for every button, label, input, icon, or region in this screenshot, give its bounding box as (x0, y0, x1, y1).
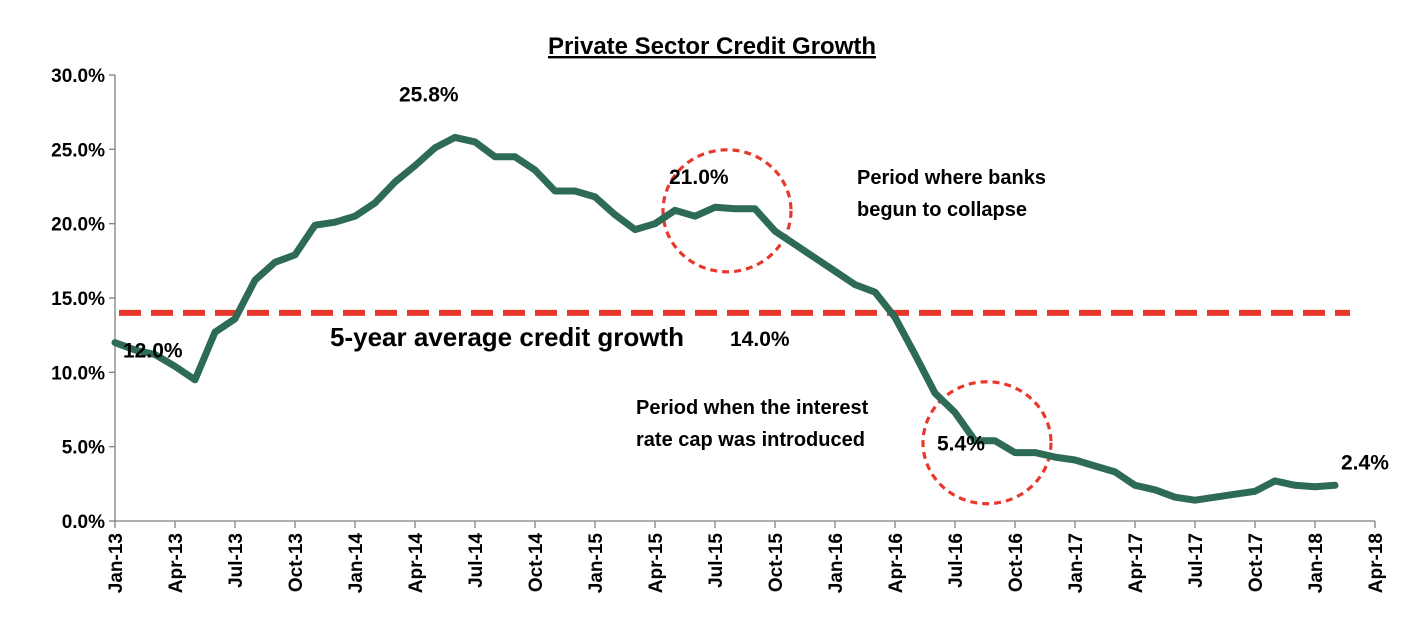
y-tick-label: 25.0% (51, 140, 105, 161)
x-tick-label: Jan-18 (1306, 533, 1327, 593)
x-tick-label: Jul-17 (1186, 533, 1207, 588)
x-tick-label: Oct-15 (766, 533, 787, 593)
x-tick-label: Apr-17 (1126, 533, 1147, 593)
x-tick-label: Apr-16 (886, 533, 907, 593)
x-tick-label: Apr-18 (1366, 533, 1387, 593)
data-label: 25.8% (399, 83, 459, 106)
annotation-line: Period where banks (857, 167, 1046, 189)
x-tick-label: Jan-17 (1066, 533, 1087, 593)
y-tick-label: 0.0% (62, 512, 105, 533)
average-line-value-label: 14.0% (730, 328, 790, 351)
y-tick-label: 5.0% (62, 438, 105, 459)
data-label: 2.4% (1341, 451, 1389, 474)
highlight-circle (921, 380, 1053, 506)
y-tick-label: 30.0% (51, 66, 105, 87)
x-tick-label: Jul-16 (946, 533, 967, 588)
x-axis-tick-labels: Jan-13 Apr-13 Jul-13 Oct-13 Jan-14 Apr-14 Jul-… (106, 533, 1387, 594)
x-tick-label: Apr-15 (646, 533, 667, 594)
data-labels: 12.0% 25.8% 21.0% 5.4% 2.4% (123, 83, 1389, 474)
average-line-group: 5-year average credit growth 14.0% (119, 309, 1350, 352)
x-tick-label: Oct-14 (526, 533, 547, 593)
x-tick-label: Jul-14 (466, 533, 487, 588)
y-tick-label: 10.0% (51, 363, 105, 384)
data-label: 12.0% (123, 340, 183, 363)
annotation-line: Period when the interest (636, 397, 869, 419)
x-tick-label: Jan-14 (346, 533, 367, 594)
highlight-circle (661, 148, 793, 274)
highlight-circles (661, 148, 1053, 506)
x-tick-label: Apr-14 (406, 533, 427, 594)
y-tick-label: 20.0% (51, 215, 105, 236)
annotation-line: begun to collapse (857, 199, 1027, 221)
x-tick-label: Jan-13 (106, 533, 127, 593)
annotation-line: rate cap was introduced (636, 429, 865, 451)
data-label: 5.4% (937, 433, 985, 456)
data-label: 21.0% (669, 166, 729, 189)
x-tick-label: Jul-15 (706, 533, 727, 588)
series-group (111, 133, 1339, 504)
series-line (111, 133, 1339, 504)
axes (109, 74, 1376, 528)
x-tick-label: Jul-13 (226, 533, 247, 588)
x-tick-label: Jan-16 (826, 533, 847, 593)
y-tick-label: 15.0% (51, 289, 105, 310)
y-axis-tick-labels: 0.0% 5.0% 10.0% 15.0% 20.0% 25.0% 30.0% (51, 66, 105, 533)
x-tick-label: Oct-17 (1246, 533, 1267, 592)
x-tick-label: Jan-15 (586, 533, 607, 594)
average-line-label: 5-year average credit growth (330, 322, 684, 352)
annotations: Period where banks begun to collapse Perio… (636, 167, 1046, 451)
chart-title: Private Sector Credit Growth (548, 33, 876, 60)
x-tick-label: Apr-13 (166, 533, 187, 593)
x-tick-label: Oct-16 (1006, 533, 1027, 592)
x-tick-label: Oct-13 (286, 533, 307, 592)
